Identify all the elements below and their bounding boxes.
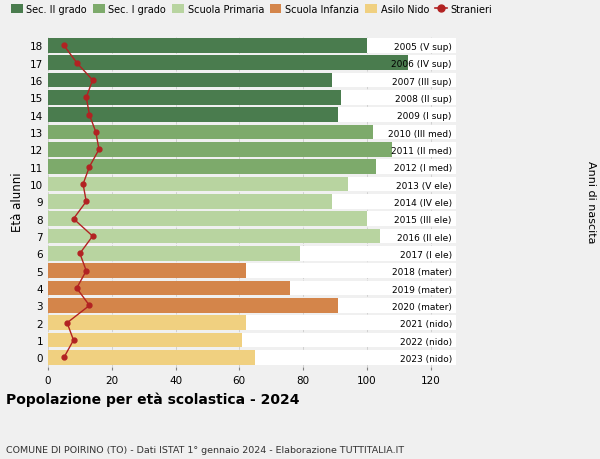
Text: Anni di nascita: Anni di nascita [586, 161, 596, 243]
Bar [48, 229, 456, 244]
Bar [48, 143, 392, 157]
Bar [48, 333, 242, 348]
Bar [48, 281, 290, 296]
Bar [48, 91, 456, 106]
Bar [48, 264, 245, 279]
Bar [48, 264, 456, 279]
Bar [48, 350, 255, 365]
Bar [48, 160, 456, 175]
Bar [48, 177, 347, 192]
Bar [48, 195, 456, 209]
Bar [48, 125, 456, 140]
Bar [48, 333, 456, 348]
Bar [48, 160, 376, 175]
Bar [48, 177, 456, 192]
Bar [48, 316, 245, 330]
Bar [48, 108, 456, 123]
Y-axis label: Età alunni: Età alunni [11, 172, 25, 232]
Bar [48, 229, 380, 244]
Bar [48, 73, 456, 88]
Bar [48, 143, 456, 157]
Bar [48, 195, 332, 209]
Bar [48, 246, 456, 261]
Bar [48, 56, 456, 71]
Bar [48, 39, 456, 54]
Text: COMUNE DI POIRINO (TO) - Dati ISTAT 1° gennaio 2024 - Elaborazione TUTTITALIA.IT: COMUNE DI POIRINO (TO) - Dati ISTAT 1° g… [6, 445, 404, 454]
Text: Popolazione per età scolastica - 2024: Popolazione per età scolastica - 2024 [6, 392, 299, 406]
Bar [48, 212, 456, 227]
Bar [48, 125, 373, 140]
Bar [48, 316, 456, 330]
Bar [48, 298, 338, 313]
Bar [48, 56, 408, 71]
Bar [48, 212, 367, 227]
Bar [48, 350, 456, 365]
Bar [48, 73, 332, 88]
Bar [48, 298, 456, 313]
Bar [48, 91, 341, 106]
Bar [48, 281, 456, 296]
Bar [48, 108, 338, 123]
Bar [48, 39, 367, 54]
Legend: Sec. II grado, Sec. I grado, Scuola Primaria, Scuola Infanzia, Asilo Nido, Stran: Sec. II grado, Sec. I grado, Scuola Prim… [11, 5, 492, 15]
Bar [48, 246, 300, 261]
